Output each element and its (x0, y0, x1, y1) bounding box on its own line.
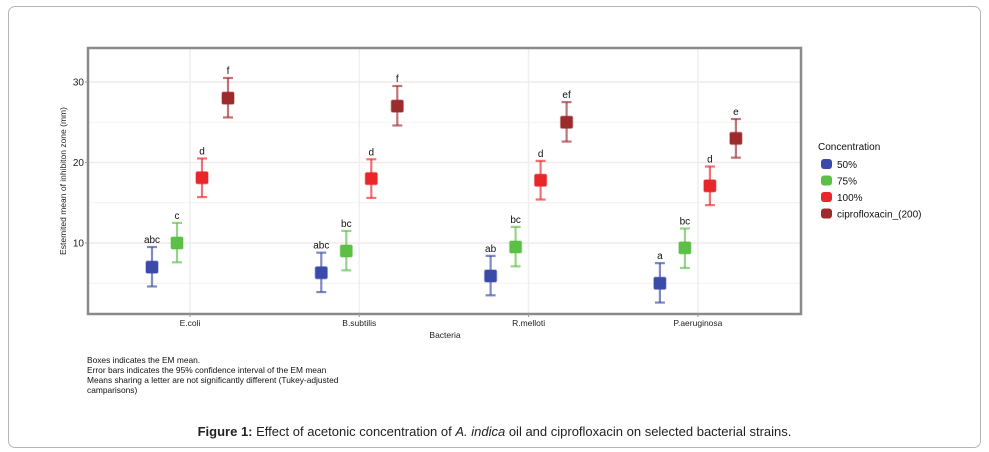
caption-text: Effect of acetonic concentration of (252, 424, 456, 439)
note-line: camparisons) (87, 385, 138, 395)
series-2: d d dd (195, 146, 717, 207)
mean-box (390, 99, 405, 113)
mean-box (314, 266, 329, 280)
grid (88, 48, 801, 314)
y-axis-title: Estemited mean of inhibiton zone (mm) (58, 107, 68, 255)
mean-box (729, 131, 743, 146)
legend-title: Concentration (818, 142, 880, 153)
mean-box (653, 276, 667, 290)
figure-caption: Figure 1: Effect of acetonic concentrati… (0, 424, 989, 439)
note-line: Boxes indicates the EM mean. (87, 355, 201, 365)
y-tick-label: 30 (73, 78, 85, 89)
legend-label: 75% (837, 177, 857, 188)
mean-box (339, 244, 354, 258)
caption-text-end: oil and ciprofloxacin on selected bacter… (505, 424, 792, 439)
x-axis: E.coli B.subtilis R.melloti P.aeruginosa (180, 314, 723, 328)
series-1: c bc bc bc (170, 211, 692, 272)
caption-label: Figure 1: (197, 424, 253, 439)
significance-letter: f (396, 74, 399, 85)
note-line: Error bars indicates the 95% confidence … (87, 365, 327, 375)
significance-letter: d (707, 155, 713, 166)
legend-item: 100% (821, 192, 863, 204)
series-0: abc abc ab a (144, 235, 667, 304)
legend-label: 50% (837, 160, 857, 171)
mean-box (678, 241, 692, 255)
legend-swatch (821, 159, 832, 169)
plot-frame (86, 46, 803, 316)
significance-letter: bc (510, 215, 521, 226)
note-line: Means sharing a letter are not significa… (87, 375, 339, 385)
legend-swatch (821, 175, 832, 186)
significance-letter: f (227, 66, 230, 77)
x-tick-label: E.coli (180, 318, 201, 328)
figure-card (8, 6, 981, 448)
significance-letter: ef (562, 90, 571, 101)
significance-letter: abc (313, 241, 329, 252)
series-3: f f ef e (221, 66, 743, 159)
significance-letter: c (175, 211, 180, 222)
significance-letter: a (657, 251, 663, 262)
legend-label: ciprofloxacin_(200) (837, 210, 922, 221)
mean-box (483, 269, 498, 283)
mean-box (221, 91, 235, 105)
caption-species: A. indica (455, 424, 506, 439)
legend-item: ciprofloxacin_(200) (821, 208, 922, 221)
mean-box (195, 171, 209, 185)
mean-box (703, 179, 717, 193)
legend-swatch (821, 208, 832, 219)
legend-item: 50% (821, 159, 857, 171)
mean-box (170, 236, 184, 250)
mean-box (559, 115, 574, 129)
legend-swatch (821, 192, 832, 202)
significance-letter: d (369, 147, 375, 158)
significance-letter: d (199, 146, 205, 157)
chart-notes: Boxes indicates the EM mean. Error bars … (87, 355, 338, 395)
legend-label: 100% (837, 193, 863, 204)
legend-item: 75% (821, 175, 857, 188)
significance-letter: abc (144, 235, 160, 246)
significance-letter: e (733, 107, 739, 118)
x-axis-title: Bacteria (429, 330, 460, 340)
mean-box (508, 240, 523, 254)
y-axis: 10 20 30 (73, 78, 88, 250)
significance-letter: ab (485, 244, 497, 255)
legend: Concentration 50% 75% 100% ciprofloxacin_(2… (818, 142, 922, 221)
x-tick-label: B.subtilis (342, 318, 376, 328)
y-tick-label: 20 (73, 158, 85, 169)
x-tick-label: P.aeruginosa (673, 318, 722, 328)
mean-box (145, 260, 159, 274)
mean-box (533, 173, 548, 187)
y-tick-label: 10 (73, 239, 85, 250)
significance-letter: d (538, 149, 544, 160)
data-marks: abc abc ab a c bc bc bc d d d d f f ef e (144, 66, 743, 304)
significance-letter: bc (341, 219, 352, 230)
significance-letter: bc (680, 217, 691, 228)
x-tick-label: R.melloti (512, 318, 545, 328)
mean-box (364, 171, 379, 186)
